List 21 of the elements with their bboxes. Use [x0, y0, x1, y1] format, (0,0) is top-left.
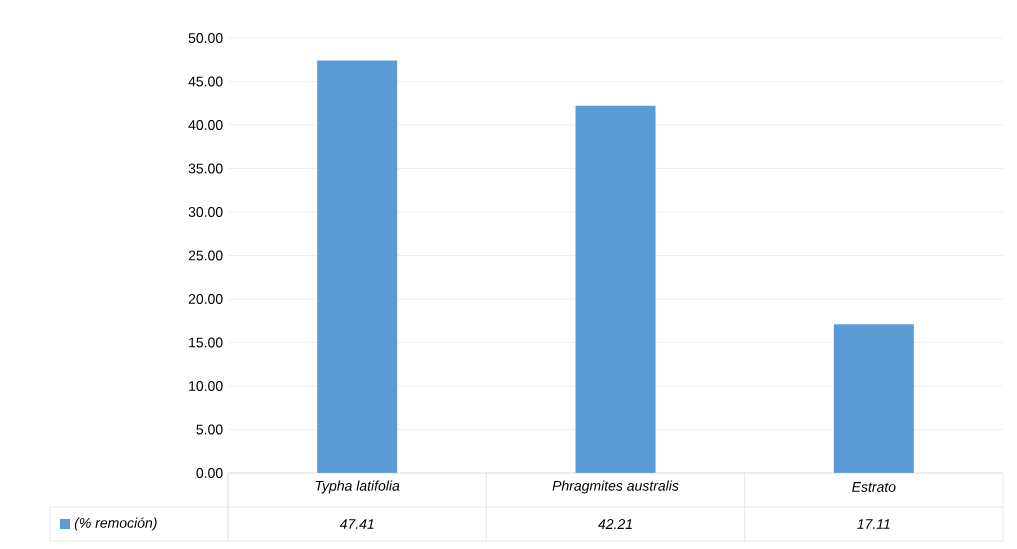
bar	[317, 60, 398, 473]
y-tick-label: 15.00	[189, 337, 223, 348]
y-tick-label: 40.00	[188, 120, 223, 130]
bar	[833, 324, 914, 473]
y-tick-label: 50.00	[188, 33, 223, 43]
data-label: 47.41	[339, 519, 374, 529]
y-tick-label: 35.00	[188, 163, 223, 174]
y-tick-label: 5.00	[196, 424, 223, 435]
y-tick-label: 20.00	[188, 294, 223, 304]
y-tick-label: 10.00	[189, 381, 223, 391]
y-tick-label: 25.00	[188, 250, 223, 261]
x-tick-label: Phragmites australis	[552, 480, 679, 494]
bar	[575, 105, 656, 473]
y-tick-label: 45.00	[188, 76, 223, 87]
x-tick-label: Estrato	[852, 482, 896, 492]
legend-label: (% remoción)	[74, 517, 157, 531]
data-label: 17.11	[857, 519, 890, 529]
y-tick-label: 0.00	[196, 468, 223, 478]
x-tick-label: Typha latifolia	[315, 480, 400, 494]
data-label: 42.21	[598, 519, 632, 529]
y-tick-label: 30.00	[188, 207, 223, 217]
